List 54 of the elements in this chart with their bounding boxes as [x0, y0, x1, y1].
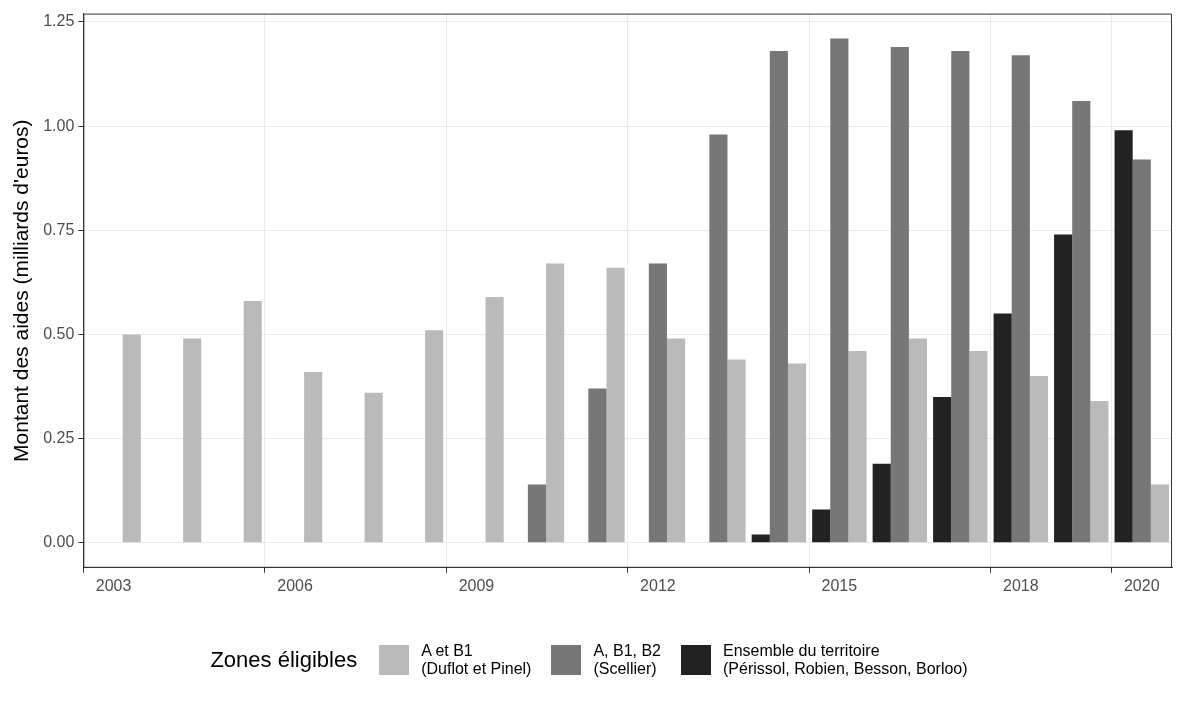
- bar: [1054, 234, 1073, 543]
- bar: [425, 330, 444, 543]
- bar: [951, 51, 970, 543]
- bar: [787, 363, 807, 543]
- bar: [751, 534, 770, 543]
- bar: [812, 509, 831, 543]
- x-tick-label: 2012: [640, 576, 676, 594]
- bar: [243, 301, 262, 543]
- bar: [606, 267, 625, 543]
- bar: [709, 134, 728, 543]
- bar: [364, 392, 383, 543]
- bar: [1072, 101, 1091, 543]
- bar: [527, 484, 547, 543]
- bar: [485, 296, 504, 543]
- x-tick-label: 2020: [1123, 576, 1160, 594]
- bar: [1114, 130, 1133, 543]
- bar: [648, 263, 667, 543]
- y-tick-label: 0.75: [43, 220, 75, 238]
- x-tick-label: 2009: [458, 576, 495, 594]
- y-tick-label: 1.00: [43, 116, 75, 134]
- legend-label: A, B1, B2 (Scellier): [593, 642, 662, 678]
- bar: [969, 351, 988, 543]
- bar: [830, 38, 849, 543]
- bar: [908, 338, 928, 543]
- bar: [1132, 159, 1151, 543]
- y-axis-title: Montant des aides (milliards d'euros): [9, 119, 33, 462]
- bar: [727, 359, 746, 543]
- y-tick-label: 0.00: [43, 533, 75, 551]
- x-tick-label: 2015: [821, 576, 858, 594]
- bar: [1090, 401, 1109, 543]
- bar: [122, 334, 141, 543]
- legend-title: Zones éligibles: [210, 647, 358, 673]
- x-tick-label: 2018: [1003, 576, 1039, 594]
- bar: [993, 313, 1012, 543]
- legend-label: Ensemble du territoire (Périssol, Robien, Besson, Borloo): [723, 642, 968, 678]
- bar: [1150, 484, 1169, 543]
- bar: [1029, 376, 1049, 543]
- y-tick-label: 0.50: [43, 324, 75, 342]
- bar: [588, 388, 607, 543]
- bar: [769, 51, 788, 543]
- bar: [666, 338, 686, 543]
- x-tick-label: 2006: [277, 576, 313, 594]
- bar: [933, 396, 952, 543]
- bar: [890, 46, 909, 543]
- bar: [1011, 55, 1030, 543]
- x-tick-label: 2003: [95, 576, 132, 594]
- bar: [848, 351, 867, 543]
- bar: [872, 463, 891, 543]
- bar: [546, 263, 565, 543]
- bar: [183, 338, 202, 543]
- y-tick-label: 0.25: [43, 429, 75, 447]
- legend-label: A et B1 (Duflot et Pinel): [421, 642, 532, 678]
- bar: [304, 371, 323, 543]
- y-tick-label: 1.25: [43, 12, 75, 30]
